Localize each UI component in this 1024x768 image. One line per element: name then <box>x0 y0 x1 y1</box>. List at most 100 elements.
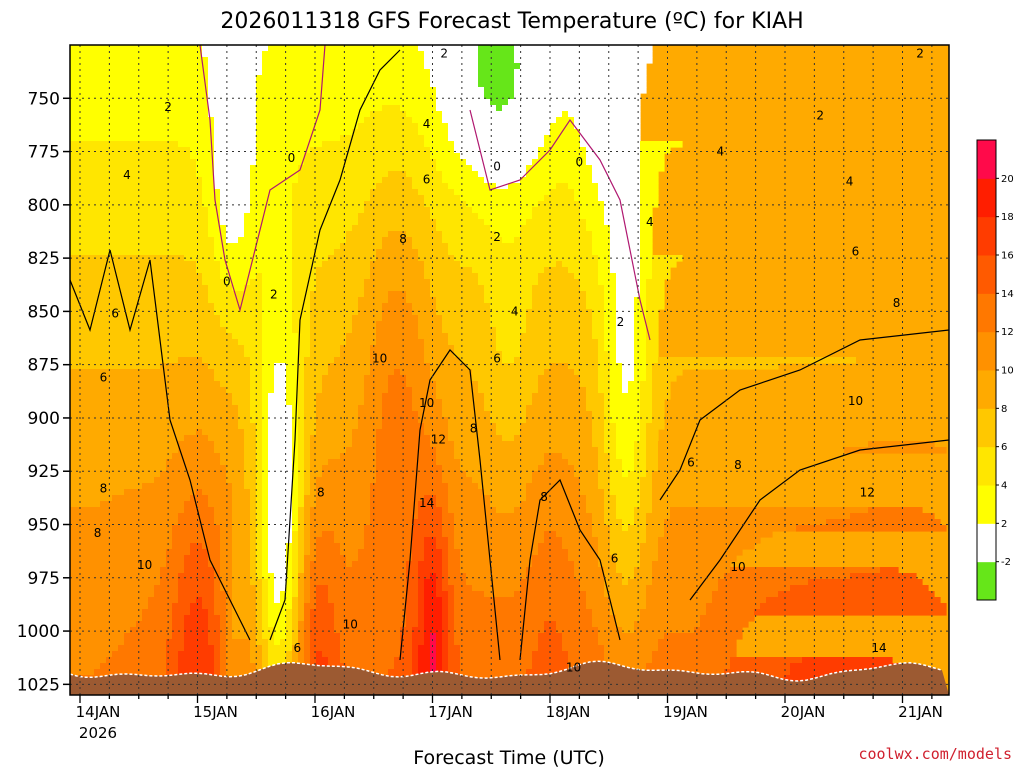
temperature-band-cell <box>706 609 755 616</box>
temperature-band-cell <box>418 513 443 520</box>
temperature-band-cell <box>178 141 215 148</box>
temperature-band-cell <box>730 663 791 670</box>
temperature-band-cell <box>142 483 233 490</box>
temperature-band-cell <box>454 609 593 616</box>
temperature-band-cell <box>388 387 413 394</box>
temperature-band-cell <box>610 549 641 556</box>
temperature-band-cell <box>616 291 641 298</box>
temperature-band-cell <box>622 369 635 376</box>
temperature-band-cell <box>238 411 251 418</box>
temperature-band-cell <box>298 465 305 472</box>
temperature-band-cell <box>448 549 461 556</box>
temperature-band-cell <box>310 591 317 598</box>
temperature-band-cell <box>268 543 287 550</box>
y-tick-label: 875 <box>28 356 60 376</box>
temperature-band-cell <box>604 447 617 454</box>
temperature-band-cell <box>586 159 641 166</box>
temperature-band-cell <box>220 189 251 196</box>
temperature-band-cell <box>442 549 449 556</box>
temperature-band-cell <box>454 453 545 460</box>
temperature-band-cell <box>544 621 557 628</box>
temperature-band-cell <box>232 393 251 400</box>
temperature-band-cell <box>298 603 305 610</box>
temperature-band-cell <box>616 279 641 286</box>
temperature-band-cell <box>658 645 737 652</box>
temperature-band-cell <box>448 429 497 436</box>
temperature-band-cell <box>292 639 299 646</box>
temperature-band-cell <box>298 633 305 640</box>
temperature-band-cell <box>616 273 641 280</box>
temperature-band-cell <box>580 135 641 142</box>
temperature-band-cell <box>610 393 641 400</box>
temperature-band-cell <box>544 531 557 538</box>
temperature-band-cell <box>412 669 419 676</box>
temperature-band-cell <box>316 549 341 556</box>
temperature-band-cell <box>292 555 299 562</box>
temperature-band-cell <box>640 273 653 280</box>
temperature-band-cell <box>448 669 461 676</box>
temperature-band-cell <box>340 543 365 550</box>
temperature-band-cell <box>178 513 215 520</box>
temperature-band-cell <box>418 591 425 598</box>
temperature-band-cell <box>208 495 233 502</box>
temperature-band-cell <box>532 159 587 166</box>
temperature-band-cell <box>436 459 461 466</box>
temperature-band-cell <box>376 183 413 190</box>
temperature-band-cell <box>706 603 761 610</box>
temperature-band-cell <box>208 501 233 508</box>
temperature-band-cell <box>646 423 665 430</box>
temperature-band-cell <box>604 657 653 664</box>
temperature-band-cell <box>316 411 359 418</box>
temperature-band-cell <box>454 585 473 592</box>
temperature-band-cell <box>268 507 293 514</box>
temperature-band-cell <box>388 291 407 298</box>
contour-lines <box>70 45 949 661</box>
temperature-band-cell <box>286 375 299 382</box>
temperature-band-cell <box>256 99 437 106</box>
temperature-band-cell <box>298 459 305 466</box>
temperature-band-cell <box>196 267 221 274</box>
temperature-band-cell <box>370 513 419 520</box>
temperature-band-cell <box>478 171 527 178</box>
temperature-band-cell <box>634 567 653 574</box>
temperature-band-cell <box>442 627 449 634</box>
temperature-band-cell <box>352 561 407 568</box>
temperature-band-cell <box>214 147 257 154</box>
temperature-band-cell <box>472 165 527 172</box>
temperature-band-cell <box>406 597 419 604</box>
temperature-band-cell <box>262 543 269 550</box>
temperature-band-cell <box>250 405 263 412</box>
temperature-band-cell <box>520 579 581 586</box>
temperature-band-cell <box>346 555 359 562</box>
temperature-band-cell <box>256 531 263 538</box>
temperature-band-cell <box>586 597 611 604</box>
temperature-band-cell <box>598 351 611 358</box>
temperature-band-cell <box>226 603 233 610</box>
temperature-band-cell <box>202 429 245 436</box>
temperature-band-cell <box>124 489 197 496</box>
temperature-band-cell <box>220 195 251 202</box>
temperature-band-cell <box>274 381 287 388</box>
temperature-band-cell <box>70 663 101 670</box>
temperature-band-cell <box>454 189 551 196</box>
temperature-band-cell <box>640 477 653 484</box>
chart-title: 2026011318 GFS Forecast Temperature (ºC)… <box>220 9 803 34</box>
temperature-band-cell <box>658 639 737 646</box>
temperature-band-cell <box>436 453 455 460</box>
temperature-band-cell <box>256 159 305 166</box>
temperature-band-cell <box>268 591 275 598</box>
temperature-band-cell <box>298 471 305 478</box>
temperature-band-cell <box>256 147 311 154</box>
temperature-band-cell <box>442 519 455 526</box>
temperature-band-cell <box>286 561 293 568</box>
terrain-surface <box>70 661 949 695</box>
temperature-band-cell <box>622 627 635 634</box>
temperature-band-cell <box>454 633 539 640</box>
temperature-band-cell <box>256 423 263 430</box>
temperature-band-cell <box>496 339 521 346</box>
temperature-band-cell <box>586 297 605 304</box>
temperature-band-cell <box>550 189 575 196</box>
temperature-band-cell <box>70 387 227 394</box>
temperature-band-cell <box>166 657 179 664</box>
temperature-band-cell <box>304 603 317 610</box>
